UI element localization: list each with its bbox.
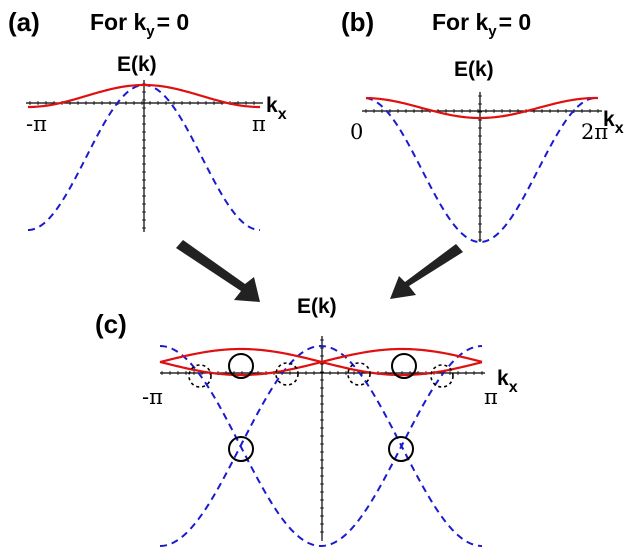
dotted-circle-3: [347, 362, 371, 386]
panel-c-dashed-band-2: [159, 344, 483, 547]
crossing-circle-upper-left: [228, 353, 254, 379]
panel-b-ticks: [365, 95, 599, 241]
panel-a: (a) For ky= 0 E(k) -π π kx: [8, 7, 287, 232]
arrow-a-to-c: [176, 240, 260, 302]
panel-c-x-right-label: π: [484, 385, 498, 409]
panel-a-energy-label: E(k): [117, 53, 157, 76]
panel-b-letter: (b): [341, 7, 374, 37]
panel-b: (b) For ky= 0 E(k) 0 2π kx: [341, 7, 624, 243]
panel-c: (c) E(k) -π π kx: [95, 295, 518, 548]
panel-a-x-right-label: π: [252, 112, 266, 136]
panel-a-x-left-label: -π: [26, 112, 47, 136]
panel-b-x-right-label: 2π: [581, 120, 608, 144]
panel-c-dashed-band-1: [159, 345, 483, 548]
panel-a-kx-label: kx: [266, 94, 287, 123]
panel-c-x-left-label: -π: [142, 385, 163, 409]
panel-b-energy-label: E(k): [454, 58, 494, 81]
panel-a-letter: (a): [8, 7, 40, 37]
panel-a-solid-band: [27, 83, 261, 109]
crossing-circle-lower-right: [388, 436, 414, 462]
panel-b-solid-band: [365, 96, 599, 120]
panel-c-letter: (c): [95, 309, 127, 339]
dotted-circle-1: [188, 364, 212, 388]
panel-b-x-left-label: 0: [350, 120, 363, 144]
panel-c-solid-band-2: [159, 347, 483, 377]
crossing-circle-upper-right: [391, 353, 417, 379]
crossing-circle-lower-left: [228, 436, 254, 462]
dotted-circle-4: [430, 364, 454, 388]
panel-c-energy-label: E(k): [297, 295, 337, 318]
arrow-b-to-c: [390, 244, 463, 299]
panel-b-kx-label: kx: [603, 108, 624, 137]
panel-b-title: For ky= 0: [432, 9, 531, 40]
panel-a-title: For ky= 0: [90, 9, 189, 40]
dotted-circle-2: [275, 362, 299, 386]
panel-a-ticks: [29, 83, 255, 229]
panel-c-kx-label: kx: [497, 367, 518, 396]
panel-b-dashed-band: [365, 97, 599, 243]
